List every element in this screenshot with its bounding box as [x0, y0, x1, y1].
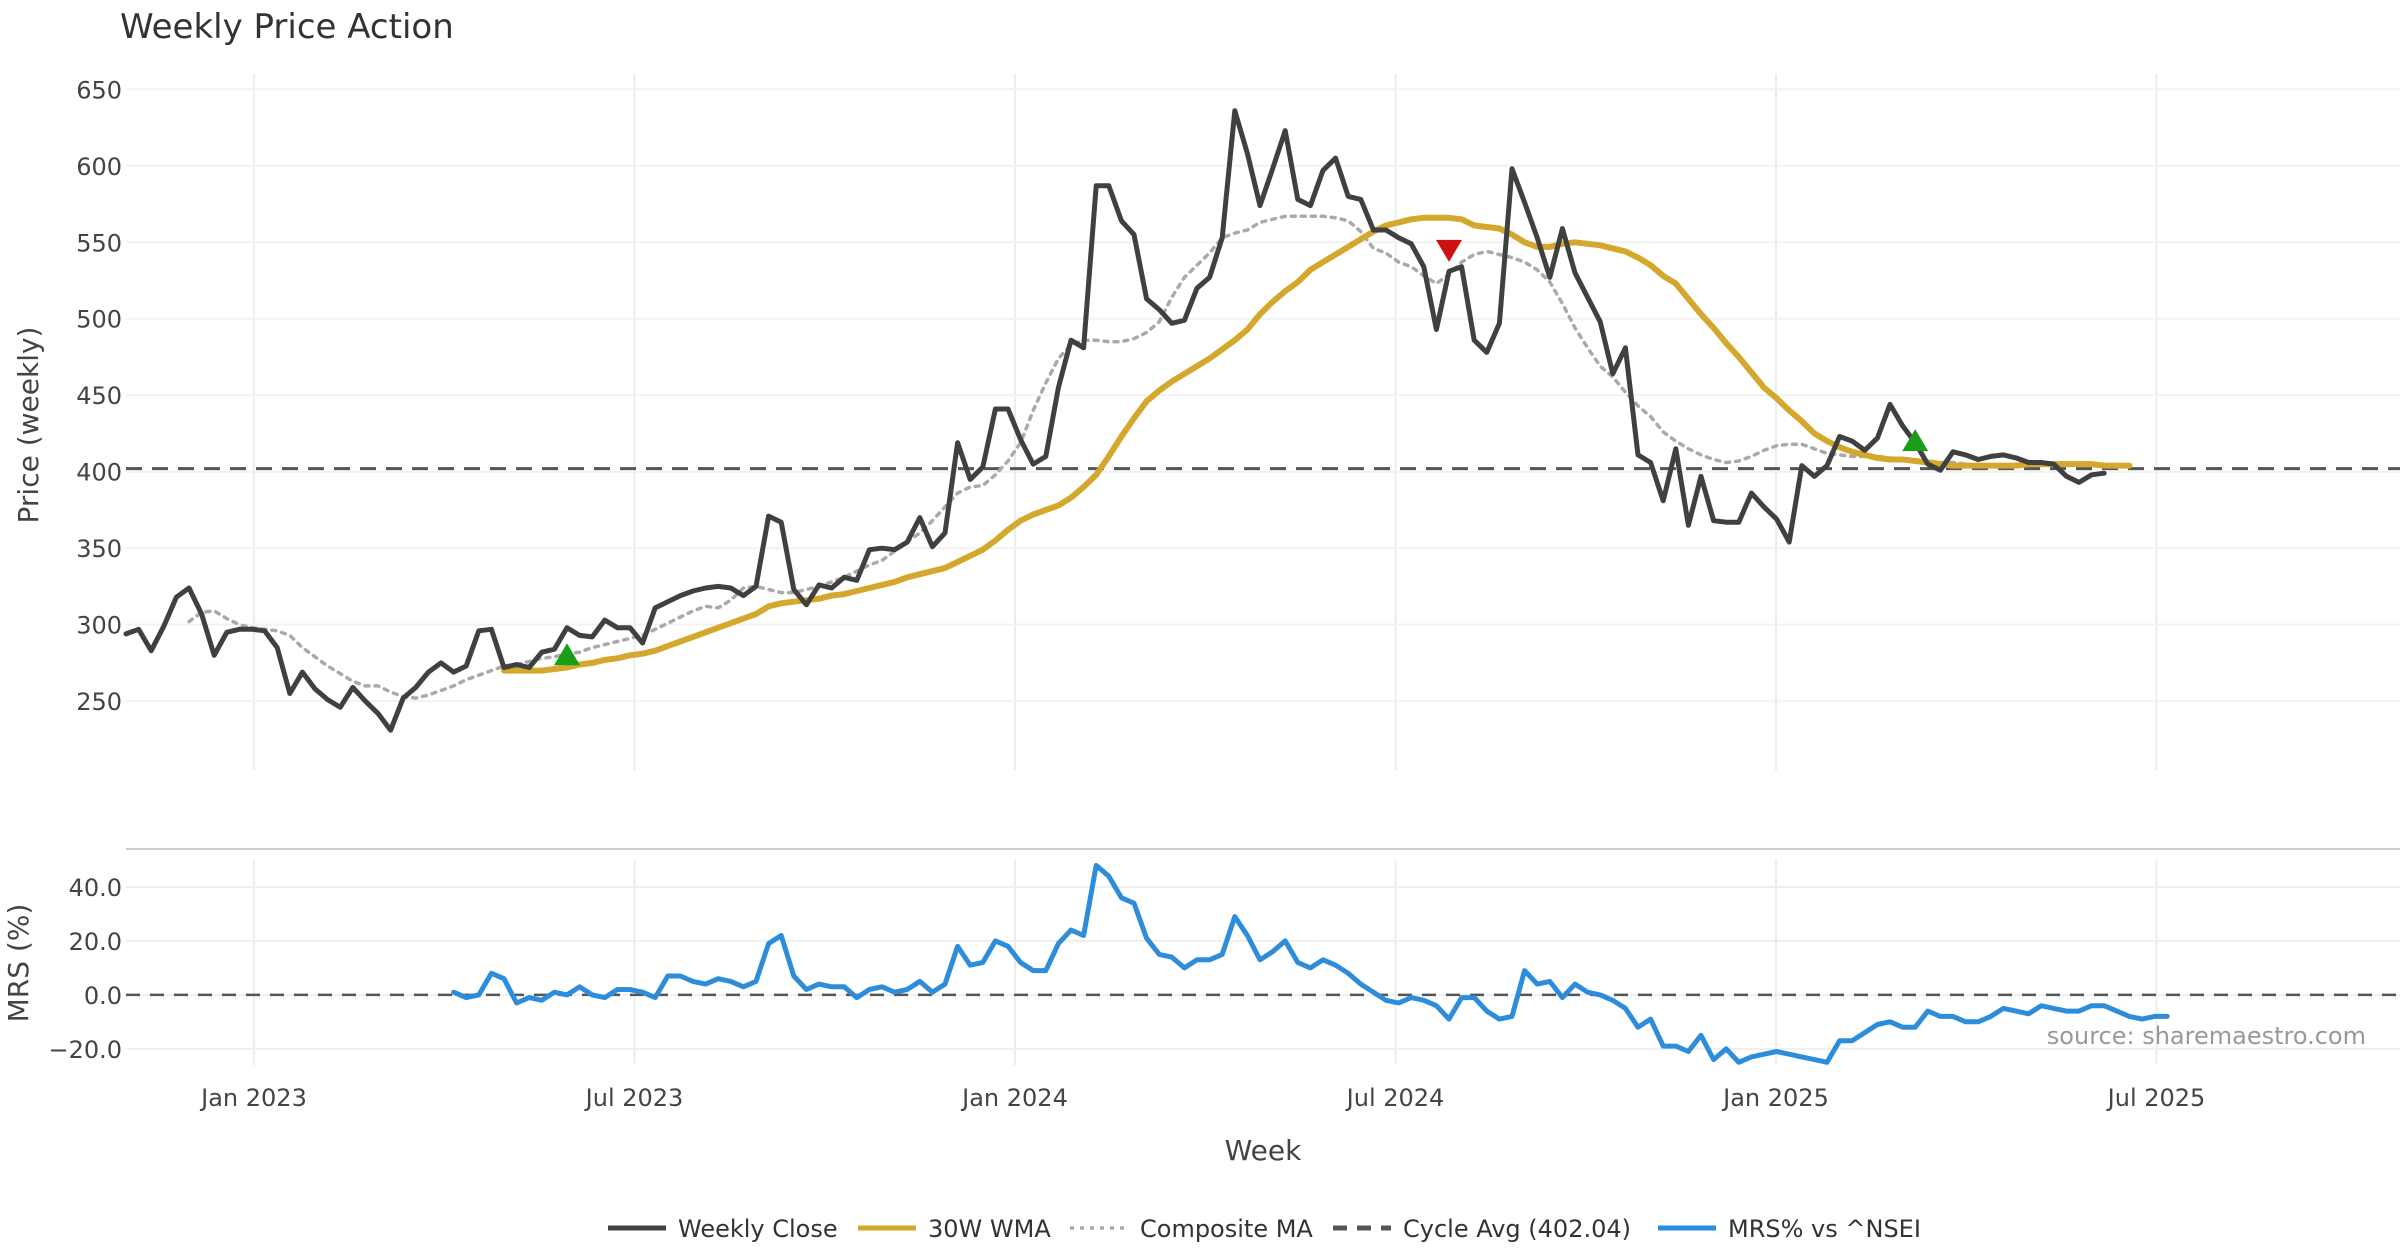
price-y-tick-label: 450 — [76, 382, 122, 410]
price-y-tick-label: 300 — [76, 612, 122, 640]
weekly-close-line — [123, 108, 2107, 733]
legend: Weekly Close 30W WMA Composite MA Cycle Avg… — [608, 1215, 1921, 1243]
price-y-tick-label: 250 — [76, 688, 122, 716]
mrs-y-tick-label: 0.0 — [84, 982, 122, 1010]
mrs-y-ticks: −20.0 0.0 20.0 40.0 — [48, 874, 122, 1064]
x-tick-label: Jul 2025 — [2106, 1084, 2206, 1112]
price-y-tick-label: 650 — [76, 76, 122, 104]
sell-signal-marker — [1436, 239, 1462, 262]
mrs-panel: −20.0 0.0 20.0 40.0 — [48, 862, 2400, 1065]
price-y-tick-label: 350 — [76, 535, 122, 563]
legend-label: 30W WMA — [928, 1215, 1051, 1243]
x-tick-label: Jan 2023 — [199, 1084, 307, 1112]
grid-lines — [126, 74, 2400, 1065]
x-tick-label: Jul 2023 — [584, 1084, 684, 1112]
mrs-line — [451, 862, 2170, 1065]
price-y-axis-label: Price (weekly) — [12, 327, 45, 524]
wma-30w-line — [501, 214, 2133, 674]
legend-label: Cycle Avg (402.04) — [1403, 1215, 1631, 1243]
legend-label: MRS% vs ^NSEI — [1728, 1215, 1921, 1243]
x-tick-label: Jan 2024 — [960, 1084, 1068, 1112]
price-y-tick-label: 600 — [76, 153, 122, 181]
x-tick-label: Jan 2025 — [1721, 1084, 1829, 1112]
x-axis-ticks: Jan 2023 Jul 2023 Jan 2024 Jul 2024 Jan 2025… — [199, 1084, 2205, 1112]
price-panel: 250 300 350 400 450 500 550 600 650 — [76, 76, 2400, 733]
mrs-y-tick-label: 20.0 — [69, 928, 122, 956]
buy-signal-marker — [554, 643, 580, 666]
mrs-y-tick-label: −20.0 — [48, 1036, 122, 1064]
buy-signal-marker — [1902, 429, 1929, 452]
x-tick-label: Jul 2024 — [1345, 1084, 1445, 1112]
source-annotation: source: sharemaestro.com — [2047, 1022, 2366, 1050]
signal-markers — [554, 239, 1929, 666]
chart-title: Weekly Price Action — [120, 7, 454, 47]
price-y-tick-label: 400 — [76, 459, 122, 487]
price-y-ticks: 250 300 350 400 450 500 550 600 650 — [76, 76, 122, 716]
price-y-tick-label: 550 — [76, 229, 122, 257]
mrs-y-axis-label: MRS (%) — [2, 904, 35, 1023]
mrs-y-tick-label: 40.0 — [69, 874, 122, 902]
x-axis-label: Week — [1225, 1134, 1302, 1167]
price-y-tick-label: 500 — [76, 306, 122, 334]
legend-label: Composite MA — [1140, 1215, 1313, 1243]
legend-label: Weekly Close — [678, 1215, 838, 1243]
